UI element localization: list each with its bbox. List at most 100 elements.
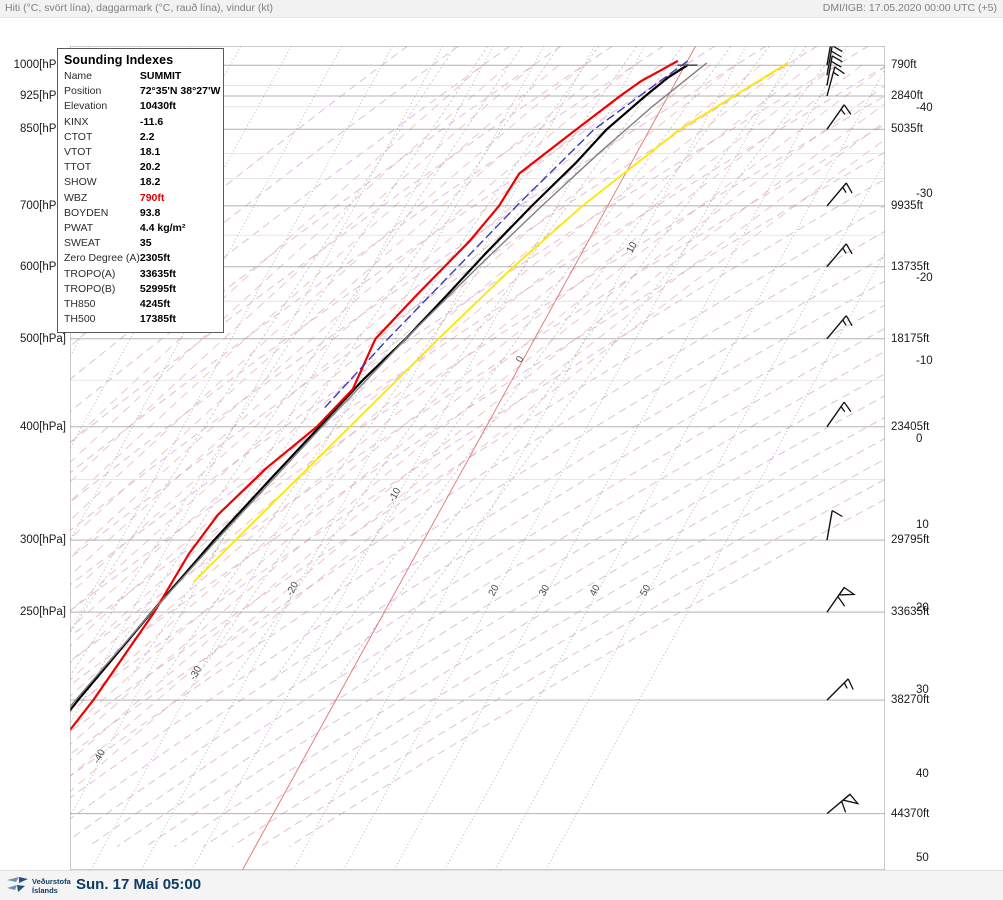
dry-adiabat: [288, 498, 885, 847]
wind-barb[interactable]: [826, 182, 853, 207]
barb-full-feather: [834, 66, 845, 75]
barb-shaft: [826, 401, 845, 428]
sounding-traces[interactable]: [70, 60, 788, 827]
index-name: Position: [64, 85, 102, 98]
mixing-ratio-line: [193, 46, 638, 682]
dry-adiabat: [70, 46, 665, 474]
index-name: CTOT: [64, 130, 93, 143]
index-value: 4.4 kg/m²: [139, 222, 186, 235]
index-row: TROPO(B) 52995ft: [64, 282, 220, 297]
moist-adiabat: [70, 64, 787, 664]
barb-half-feather: [840, 108, 846, 115]
right-temperature-label: 30: [916, 684, 929, 696]
index-row: BOYDEN 93.8: [64, 206, 220, 221]
logo-text: Veðurstofa Íslands: [32, 877, 71, 895]
moist-adiabat: [70, 121, 885, 777]
barb-shaft: [826, 182, 847, 207]
barb-shaft: [826, 46, 832, 66]
wind-barb[interactable]: [826, 793, 860, 815]
wind-barb-column[interactable]: [826, 46, 860, 815]
trace-wet-bulb[interactable]: [324, 60, 688, 409]
dry-adiabat: [70, 46, 613, 444]
dry-adiabat: [70, 95, 885, 637]
isotherm-label: 30: [537, 583, 552, 598]
dry-adiabat: [70, 46, 818, 559]
moist-adiabat: [70, 64, 635, 559]
wind-barb[interactable]: [826, 510, 843, 541]
mixing-ratio-line: [304, 46, 770, 682]
moist-adiabat: [70, 64, 610, 540]
index-value: -11.6: [139, 115, 164, 128]
pressure-tick-label: 925[hPa]: [19, 89, 66, 102]
barb-half-feather: [840, 406, 846, 413]
index-row: TTOT 20.2: [64, 160, 220, 175]
altitude-tick-label: 33635ft: [891, 606, 930, 619]
barb-full-feather: [843, 104, 852, 115]
moist-adiabat: [70, 139, 885, 793]
index-name: SHOW: [64, 176, 97, 189]
wind-barb[interactable]: [826, 104, 852, 130]
altitude-tick-label: 29795ft: [891, 534, 930, 547]
index-name: Elevation: [64, 100, 108, 113]
index-value: 18.1: [139, 146, 161, 159]
moist-adiabat: [70, 64, 509, 464]
right-temperature-label: 10: [916, 519, 929, 531]
index-row: SHOW 18.2: [64, 175, 220, 190]
index-row: PWAT 4.4 kg/m²: [64, 221, 220, 236]
index-row: KINX -11.6: [64, 115, 220, 130]
wind-barb[interactable]: [826, 46, 843, 76]
right-temperature-label: -30: [916, 188, 933, 200]
wind-barb[interactable]: [826, 55, 843, 86]
altitude-tick-label: 23405ft: [891, 420, 930, 433]
barb-full-feather: [840, 801, 847, 813]
altitude-tick-label: 790ft: [891, 59, 917, 72]
sounding-indexes-panel[interactable]: Sounding Indexes Name SUMMIT Position 72°35…: [57, 48, 224, 334]
barb-full-feather: [837, 596, 846, 607]
wind-barb[interactable]: [826, 401, 852, 428]
barb-full-feather: [831, 46, 843, 53]
dry-adiabat: [260, 478, 885, 847]
right-temperature-label: -20: [916, 272, 933, 284]
wind-barb[interactable]: [826, 315, 853, 340]
index-value: 17385ft: [139, 313, 177, 326]
isotherm-zero-line: [241, 46, 697, 870]
barb-shaft: [826, 678, 849, 701]
wind-barb[interactable]: [826, 586, 856, 613]
index-row: TH500 17385ft: [64, 312, 220, 327]
barb-shaft: [826, 46, 833, 76]
wind-barb[interactable]: [826, 46, 842, 66]
pressure-tick-label: 500[hPa]: [19, 332, 66, 345]
right-temperature-label: -40: [916, 102, 933, 114]
trace-theta-e[interactable]: [192, 62, 788, 583]
index-name: BOYDEN: [64, 206, 109, 219]
dry-adiabat: [174, 416, 885, 847]
vedurstofa-logo[interactable]: Veðurstofa Íslands: [6, 874, 72, 898]
index-value: 2.2: [139, 130, 155, 143]
dry-adiabat: [70, 151, 885, 686]
index-value: 52995ft: [139, 282, 177, 295]
right-temperature-label: 0: [916, 433, 923, 445]
isobar-lines: [70, 64, 885, 815]
wind-barb[interactable]: [826, 66, 845, 97]
barb-half-feather: [832, 71, 839, 77]
barb-shaft: [826, 66, 836, 97]
index-value: 33635ft: [139, 267, 177, 280]
trace-parcel[interactable]: [70, 62, 707, 813]
wind-barb[interactable]: [826, 678, 854, 701]
header-legend-text: Hiti (°C, svört lína), daggarmark (°C, r…: [5, 2, 274, 14]
barb-shaft: [826, 55, 833, 86]
right-temperature-label: -10: [916, 355, 933, 367]
index-value: 2305ft: [139, 252, 171, 265]
index-row: VTOT 18.1: [64, 145, 220, 160]
index-name: Zero Degree (A): [64, 252, 140, 265]
valid-time-stamp: Sun. 17 Maí 05:00: [76, 876, 202, 893]
altitude-tick-label: 13735ft: [891, 260, 930, 273]
barb-full-feather: [831, 55, 843, 63]
dry-adiabat: [70, 46, 870, 586]
header-bar: Hiti (°C, svört lína), daggarmark (°C, r…: [0, 0, 1003, 18]
isotherm-label: 20: [487, 583, 502, 598]
wind-barb[interactable]: [826, 243, 853, 268]
isotherm-label: 40: [588, 583, 603, 598]
index-name: TROPO(A): [64, 267, 116, 280]
